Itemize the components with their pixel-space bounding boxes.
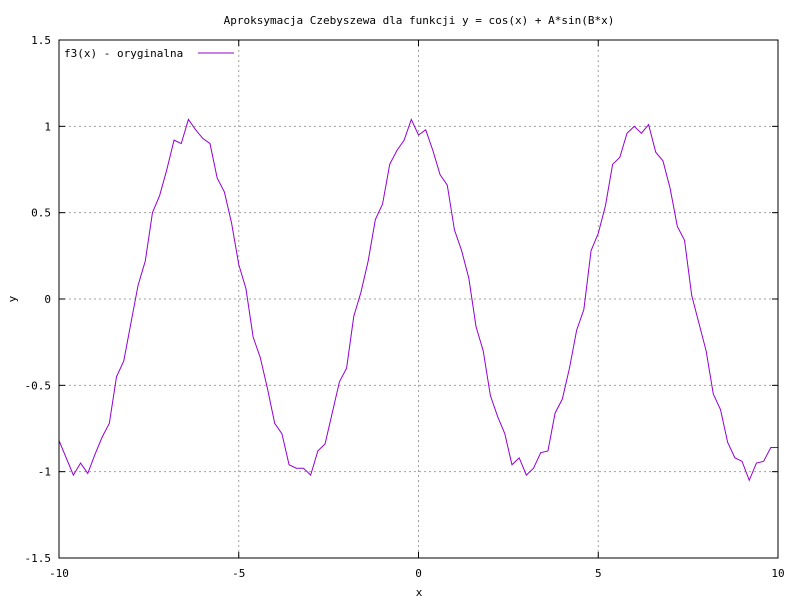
plot-frame — [58, 39, 779, 559]
x-tick-label: -5 — [232, 567, 245, 580]
x-tick-label: -10 — [49, 567, 69, 580]
y-tick-label: 1 — [44, 120, 51, 133]
y-tick-label: -1.5 — [25, 552, 52, 565]
x-tick-label: 5 — [595, 567, 602, 580]
x-tick-label: 0 — [415, 567, 422, 580]
legend: f3(x) - oryginalna — [64, 47, 234, 60]
chart-title: Aproksymacja Czebyszewa dla funkcji y = … — [224, 14, 615, 27]
series-line — [58, 118, 778, 482]
y-tick-label: -1 — [38, 466, 51, 479]
x-tick-label: 10 — [771, 567, 784, 580]
legend-label: f3(x) - oryginalna — [64, 47, 183, 60]
grid — [59, 40, 778, 558]
y-axis-label: y — [6, 295, 19, 302]
series-layer — [58, 118, 778, 482]
y-tick-label: 0 — [44, 293, 51, 306]
y-tick-label: 1.5 — [31, 34, 51, 47]
y-tick-label: -0.5 — [25, 379, 52, 392]
x-axis-label: x — [416, 586, 423, 599]
y-tick-label: 0.5 — [31, 207, 51, 220]
axis-ticks: -1.5 -1 -0.5 0 0.5 1 1.5 -10 -5 0 5 10 — [25, 34, 785, 580]
